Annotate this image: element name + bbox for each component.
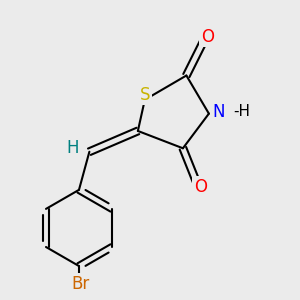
Text: N: N [212,103,225,121]
Text: -H: -H [233,104,250,119]
Text: Br: Br [72,275,90,293]
Text: O: O [194,178,207,196]
Text: O: O [201,28,214,46]
Text: H: H [67,139,79,157]
Text: S: S [140,85,150,103]
